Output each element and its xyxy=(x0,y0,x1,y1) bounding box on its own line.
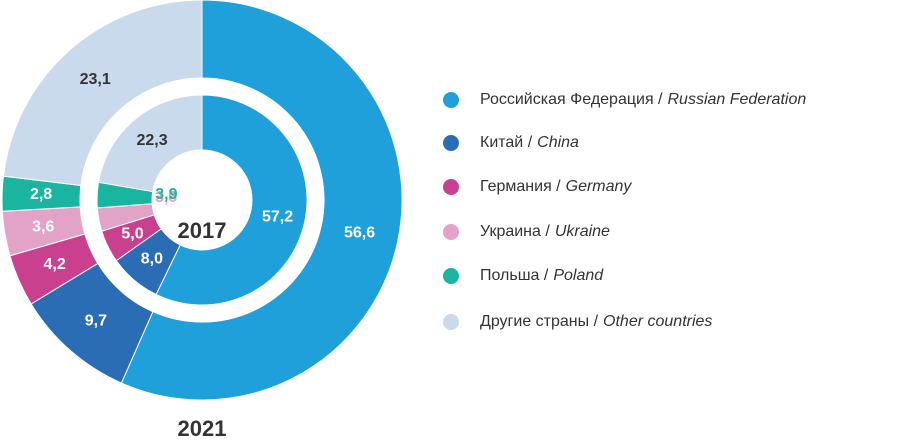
legend-label-ru: Российская Федерация / xyxy=(480,91,663,108)
data-label: 3,6 xyxy=(32,218,54,235)
legend-marker xyxy=(443,135,459,151)
legend-label: Российская Федерация / Russian Federation xyxy=(480,91,806,108)
data-label: 23,1 xyxy=(80,71,111,88)
legend-marker xyxy=(443,179,459,195)
data-label: 5,0 xyxy=(121,226,143,243)
legend-label: Польша / Poland xyxy=(480,267,604,284)
data-label: 3,9 xyxy=(155,186,177,203)
legend-label-ru: Китай / xyxy=(480,134,533,151)
legend-label-en: Poland xyxy=(553,267,604,284)
legend-marker xyxy=(443,224,459,240)
data-label: 2,8 xyxy=(30,186,52,203)
data-label: 3,6 xyxy=(155,189,177,206)
legend-marker xyxy=(443,92,459,108)
legend-label: Другие страны / Other countries xyxy=(480,313,712,330)
legend-label: Украина / Ukraine xyxy=(480,223,610,240)
data-label: 4,2 xyxy=(44,256,66,273)
legend-label-ru: Украина / xyxy=(480,223,550,240)
legend-marker xyxy=(443,314,459,330)
legend-label-en: China xyxy=(537,134,579,151)
legend-label-ru: Польша / xyxy=(480,267,549,284)
donut-segment xyxy=(97,94,203,193)
legend-label-en: Ukraine xyxy=(555,223,610,240)
data-label: 22,3 xyxy=(136,132,167,149)
data-label: 9,7 xyxy=(85,312,107,329)
data-label: 8,0 xyxy=(141,250,163,267)
legend-label-ru: Германия / xyxy=(480,178,561,195)
legend-label: Германия / Germany xyxy=(480,178,632,195)
data-label: 56,6 xyxy=(344,224,375,241)
legend-label-ru: Другие страны / xyxy=(480,313,599,330)
donut-segment xyxy=(155,94,308,306)
legend-label-en: Russian Federation xyxy=(668,91,807,108)
legend-label-en: Germany xyxy=(566,178,633,195)
donut-segment xyxy=(120,0,403,401)
data-label: 57,2 xyxy=(262,209,293,226)
donut-segment xyxy=(2,0,203,187)
year-label: 2021 xyxy=(178,416,227,441)
year-label: 2017 xyxy=(178,218,227,243)
legend-label: Китай / China xyxy=(480,134,579,151)
legend-label-en: Other countries xyxy=(603,313,712,330)
legend-marker xyxy=(443,268,459,284)
